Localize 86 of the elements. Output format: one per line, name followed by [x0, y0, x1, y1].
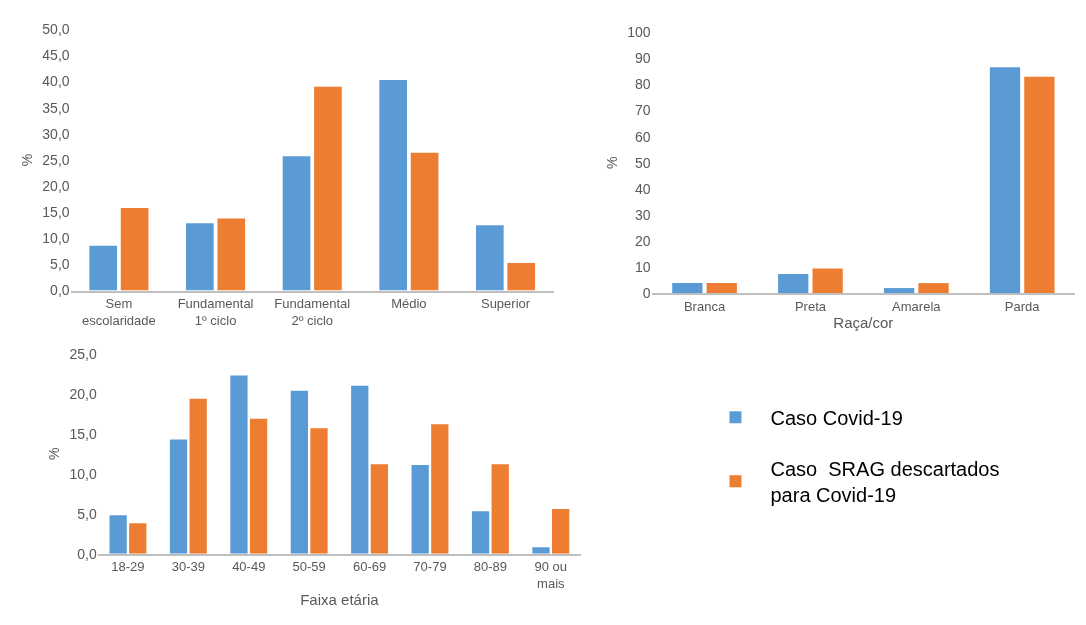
- bar: [379, 80, 407, 291]
- x-tick-label: 70-79: [413, 559, 447, 575]
- y-tick-label: 70: [635, 102, 651, 119]
- y-tick-label: 10: [635, 258, 651, 275]
- y-tick-label: 10,0: [42, 230, 70, 247]
- bar: [89, 245, 118, 291]
- x-tick-label: Branca: [683, 298, 726, 314]
- x-tick-label: 90 ou mais: [534, 559, 568, 592]
- bar: [706, 283, 737, 294]
- x-tick-label: 40-49: [232, 559, 266, 575]
- bar: [129, 523, 147, 554]
- bar: [169, 439, 188, 554]
- bar: [551, 508, 570, 554]
- y-tick-label: 20,0: [42, 177, 70, 194]
- y-tick-label: 25,0: [42, 151, 70, 168]
- x-tick-label: 18-29: [111, 559, 145, 575]
- bar: [249, 418, 268, 554]
- x-tick-label: Fundamental 2º ciclo: [274, 296, 351, 329]
- y-tick-label: 0: [642, 284, 651, 301]
- x-tick-label: 60-69: [352, 559, 387, 575]
- x-tick-label: Preta: [794, 298, 827, 314]
- x-tick-label: 30-39: [171, 559, 205, 575]
- x-tick-label: 80-89: [473, 559, 508, 575]
- bar: [778, 273, 809, 294]
- bar: [491, 464, 509, 554]
- bar: [351, 385, 369, 554]
- x-tick-label: Parda: [1004, 298, 1041, 314]
- bar: [186, 223, 214, 291]
- x-tick-label: Médio: [391, 296, 427, 312]
- bar: [476, 225, 504, 291]
- y-tick-label: 35,0: [42, 99, 70, 116]
- x-axis-title: Raça/cor: [833, 313, 894, 331]
- bar: [918, 283, 949, 294]
- bar: [672, 283, 703, 294]
- bar: [310, 428, 328, 554]
- y-tick-label: 100: [627, 24, 651, 41]
- bar: [411, 464, 429, 554]
- legend-label: Caso SRAG descartados para Covid-19: [770, 458, 1000, 507]
- y-tick-label: 10,0: [69, 465, 97, 482]
- x-axis-title: Faixa etária: [300, 590, 380, 608]
- bar: [120, 208, 149, 291]
- y-tick-label: 30,0: [42, 125, 70, 142]
- y-tick-label: 15,0: [69, 425, 97, 442]
- y-tick-label: 20,0: [69, 385, 97, 402]
- bar: [989, 67, 1021, 294]
- y-tick-label: 5,0: [50, 256, 70, 273]
- bar: [314, 86, 342, 291]
- x-tick-label: Fundamental 1º ciclo: [177, 296, 254, 329]
- bar: [471, 511, 490, 554]
- y-tick-label: 80: [635, 76, 651, 93]
- y-axis-title: %: [18, 153, 35, 167]
- bar: [109, 515, 127, 554]
- y-tick-label: 15,0: [42, 204, 70, 221]
- y-tick-label: 25,0: [69, 345, 97, 362]
- y-axis-title: %: [46, 447, 63, 461]
- bar: [431, 424, 449, 554]
- y-tick-label: 0,0: [50, 282, 70, 299]
- y-tick-label: 45,0: [42, 47, 70, 64]
- bar: [812, 268, 843, 294]
- bar: [507, 262, 536, 291]
- bar: [410, 152, 439, 291]
- bar: [1024, 76, 1055, 294]
- y-tick-label: 90: [635, 50, 651, 67]
- y-tick-label: 20: [635, 232, 651, 249]
- y-tick-label: 40,0: [42, 73, 70, 90]
- y-tick-label: 50,0: [42, 21, 70, 38]
- bar: [532, 547, 550, 554]
- y-tick-label: 60: [635, 128, 651, 145]
- bar: [282, 156, 311, 291]
- bar: [217, 218, 246, 291]
- y-tick-label: 40: [635, 180, 651, 197]
- x-tick-label: Sem escolaridade: [82, 296, 156, 329]
- y-tick-label: 5,0: [77, 505, 97, 522]
- y-axis-title: %: [603, 156, 620, 169]
- y-tick-label: 0,0: [77, 545, 97, 562]
- x-tick-label: Superior: [480, 296, 531, 312]
- bar: [370, 464, 389, 554]
- bar: [189, 398, 207, 554]
- x-tick-label: 50-59: [292, 559, 326, 575]
- x-tick-label: Amarela: [892, 298, 942, 314]
- bar: [230, 375, 248, 554]
- legend-label: Caso Covid-19: [770, 407, 903, 430]
- y-tick-label: 50: [635, 154, 651, 171]
- bar: [883, 288, 915, 294]
- bar: [290, 390, 308, 554]
- y-tick-label: 30: [635, 206, 651, 223]
